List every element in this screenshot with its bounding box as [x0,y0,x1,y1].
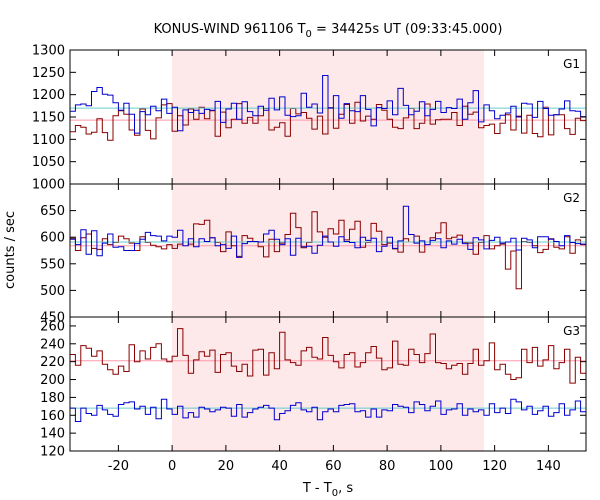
panel-g1 [70,75,586,141]
highlight-band [172,184,484,317]
red-series-g1 [70,101,586,141]
panel-frame [69,316,587,452]
y-tick-label: 600 [40,231,65,246]
panel-label: G3 [563,324,580,338]
y-tick-label: 550 [40,257,65,272]
y-tick-label: 260 [40,319,65,334]
y-tick-label: 160 [40,409,65,424]
chart-title: KONUS-WIND 961106 T0 = 34425s UT (09:33:… [154,22,503,40]
x-label-suffix: , s [338,481,353,496]
x-tick-label: 140 [536,459,561,474]
x-tick-label: 60 [325,459,342,474]
y-tick-label: 1050 [32,155,65,170]
panel-g2 [70,205,586,290]
x-tick-label: 80 [379,459,396,474]
x-tick-label: 120 [482,459,507,474]
y-axis-label: counts / sec [3,211,18,289]
y-tick-label: 1300 [32,44,65,59]
x-tick-label: 40 [271,459,288,474]
panel-label: G1 [563,57,580,71]
blue-series-g3 [70,398,586,422]
y-tick-label: 450 [40,311,65,326]
y-tick-label: 240 [40,337,65,352]
highlight-bands [172,50,484,451]
x-label-prefix: T - T [302,481,332,496]
plot-area [70,75,586,422]
y-tick-label: 500 [40,284,65,299]
x-axis-label: T - T0, s [302,481,353,499]
red-series-g3 [70,328,586,384]
panel-label: G2 [563,191,580,205]
red-series-g2 [70,211,586,290]
y-tick-label: 650 [40,204,65,219]
x-tick-label: 20 [218,459,235,474]
panel-frames: 1000105011001150120012501300G14505005506… [32,44,587,474]
title-subscript: 0 [306,29,312,40]
panel-g3 [70,328,586,422]
y-tick-label: 1250 [32,66,65,81]
y-tick-label: 220 [40,355,65,370]
title-suffix: = 34425s UT (09:33:45.000) [312,22,502,37]
y-tick-label: 200 [40,373,65,388]
y-tick-label: 1150 [32,111,65,126]
title-prefix: KONUS-WIND 961106 T [154,22,306,37]
y-tick-label: 140 [40,427,65,442]
blue-series-g2 [70,205,586,258]
y-tick-label: 1200 [32,88,65,103]
x-tick-label: 0 [168,459,176,474]
x-tick-label: 100 [428,459,453,474]
y-tick-label: 180 [40,391,65,406]
x-tick-label: -20 [108,459,129,474]
y-tick-label: 120 [40,445,65,460]
blue-series-g1 [70,75,586,134]
x-label-subscript: 0 [332,488,338,499]
y-tick-label: 1000 [32,178,65,193]
y-tick-label: 1100 [32,133,65,148]
